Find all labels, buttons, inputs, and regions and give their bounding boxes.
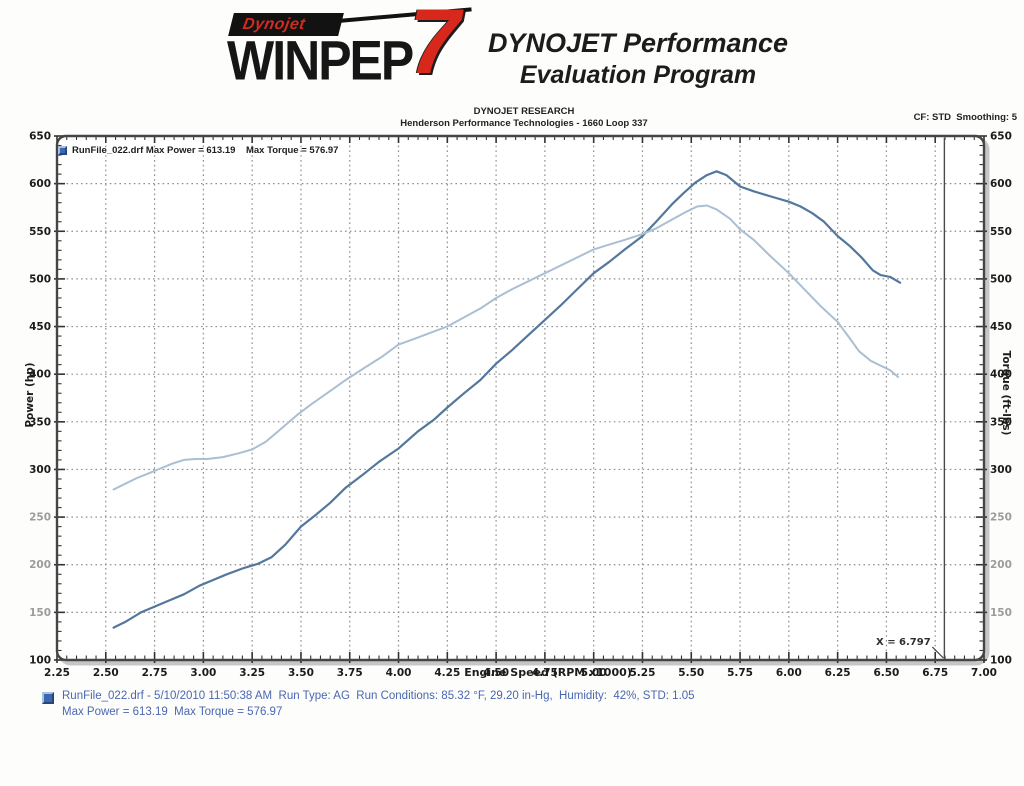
- svg-text:450: 450: [990, 321, 1012, 333]
- org-address: Henderson Performance Technologies - 166…: [400, 117, 648, 129]
- svg-text:600: 600: [29, 178, 51, 190]
- x-tick-labels: 2.25 2.50 2.75 3.00 3.25 3.50 3.75 4.00 4.25 4.50…: [44, 667, 997, 679]
- gridlines: [57, 136, 984, 660]
- svg-text:350: 350: [29, 416, 51, 428]
- run-swatch-icon: [42, 692, 54, 704]
- svg-text:200: 200: [29, 559, 51, 571]
- svg-text:200: 200: [990, 559, 1012, 571]
- svg-text:5.25: 5.25: [630, 667, 656, 679]
- dyno-chart: 2.25 2.50 2.75 3.00 3.25 3.50 3.75 4.00 4.25 4.50…: [29, 131, 1012, 680]
- svg-text:300: 300: [990, 464, 1012, 476]
- svg-text:650: 650: [29, 131, 51, 143]
- tagline-line2: Evaluation Program: [519, 61, 757, 89]
- svg-text:550: 550: [29, 226, 51, 238]
- svg-text:3.75: 3.75: [337, 667, 363, 679]
- legend-text: RunFile_022.drf Max Power = 613.19 Max T…: [72, 145, 339, 156]
- svg-text:3.25: 3.25: [239, 667, 265, 679]
- chart-legend: RunFile_022.drf Max Power = 613.19 Max T…: [58, 145, 338, 156]
- tagline-line1: DYNOJET Performance: [487, 28, 789, 58]
- y-axis-label-torque: Torque (ft-lbs): [1000, 350, 1012, 436]
- svg-text:6.50: 6.50: [873, 667, 899, 679]
- svg-text:3.00: 3.00: [190, 667, 216, 679]
- svg-text:4.00: 4.00: [386, 667, 412, 679]
- y-tick-labels: 100 100 150 150 200 200 250 250 300 300 350 350 400 4…: [29, 131, 1012, 667]
- svg-text:500: 500: [29, 273, 51, 285]
- y-axis-label-power: Power (hp): [24, 362, 36, 428]
- svg-text:100: 100: [29, 655, 51, 667]
- svg-text:650: 650: [990, 131, 1012, 143]
- svg-text:350: 350: [990, 416, 1012, 428]
- run-info-line1: RunFile_022.drf - 5/10/2010 11:50:38 AM …: [62, 690, 695, 702]
- svg-text:600: 600: [990, 178, 1012, 190]
- svg-text:100: 100: [990, 655, 1012, 667]
- svg-text:2.75: 2.75: [142, 667, 168, 679]
- svg-text:150: 150: [29, 607, 51, 619]
- winpep-wordmark: WINPEP: [227, 29, 414, 92]
- svg-text:5.75: 5.75: [727, 667, 753, 679]
- plot-frame: [55, 134, 986, 662]
- svg-text:250: 250: [29, 512, 51, 524]
- svg-text:150: 150: [990, 607, 1012, 619]
- svg-text:4.75: 4.75: [532, 667, 558, 679]
- legend-swatch-icon: [58, 146, 67, 155]
- torque-curve: [112, 204, 900, 491]
- svg-text:2.25: 2.25: [44, 667, 70, 679]
- power-curve: [112, 170, 902, 629]
- run-info-line2: Max Power = 613.19 Max Torque = 576.97: [62, 706, 283, 718]
- org-name: DYNOJET RESEARCH: [473, 106, 575, 117]
- svg-text:5.50: 5.50: [678, 667, 704, 679]
- correction-smoothing-settings: CF: STD Smoothing: 5: [913, 112, 1017, 123]
- x-axis-label: Engine Speed (RPM x1000): [464, 666, 632, 679]
- svg-text:400: 400: [29, 369, 51, 381]
- svg-text:6.25: 6.25: [825, 667, 851, 679]
- svg-text:6.75: 6.75: [922, 667, 948, 679]
- svg-text:4.25: 4.25: [434, 667, 460, 679]
- svg-text:6.00: 6.00: [776, 667, 802, 679]
- svg-text:2.50: 2.50: [93, 667, 119, 679]
- cursor-annotation: X = 6.797: [876, 637, 931, 648]
- cursor-annotation-pointer: [931, 646, 944, 659]
- svg-text:550: 550: [990, 226, 1012, 238]
- svg-text:5.00: 5.00: [581, 667, 607, 679]
- svg-text:500: 500: [990, 273, 1012, 285]
- svg-text:4.50: 4.50: [483, 667, 509, 679]
- logo-seven: 7: [409, 0, 461, 93]
- svg-text:7.00: 7.00: [971, 667, 997, 679]
- svg-text:450: 450: [29, 321, 51, 333]
- svg-text:3.50: 3.50: [288, 667, 314, 679]
- svg-text:400: 400: [990, 369, 1012, 381]
- plot-background: [57, 136, 984, 660]
- tagline: DYNOJET Performance Evaluation Program: [482, 28, 794, 90]
- svg-text:250: 250: [990, 512, 1012, 524]
- svg-text:300: 300: [29, 464, 51, 476]
- report-header: DYNOJET RESEARCH Henderson Performance T…: [244, 106, 804, 129]
